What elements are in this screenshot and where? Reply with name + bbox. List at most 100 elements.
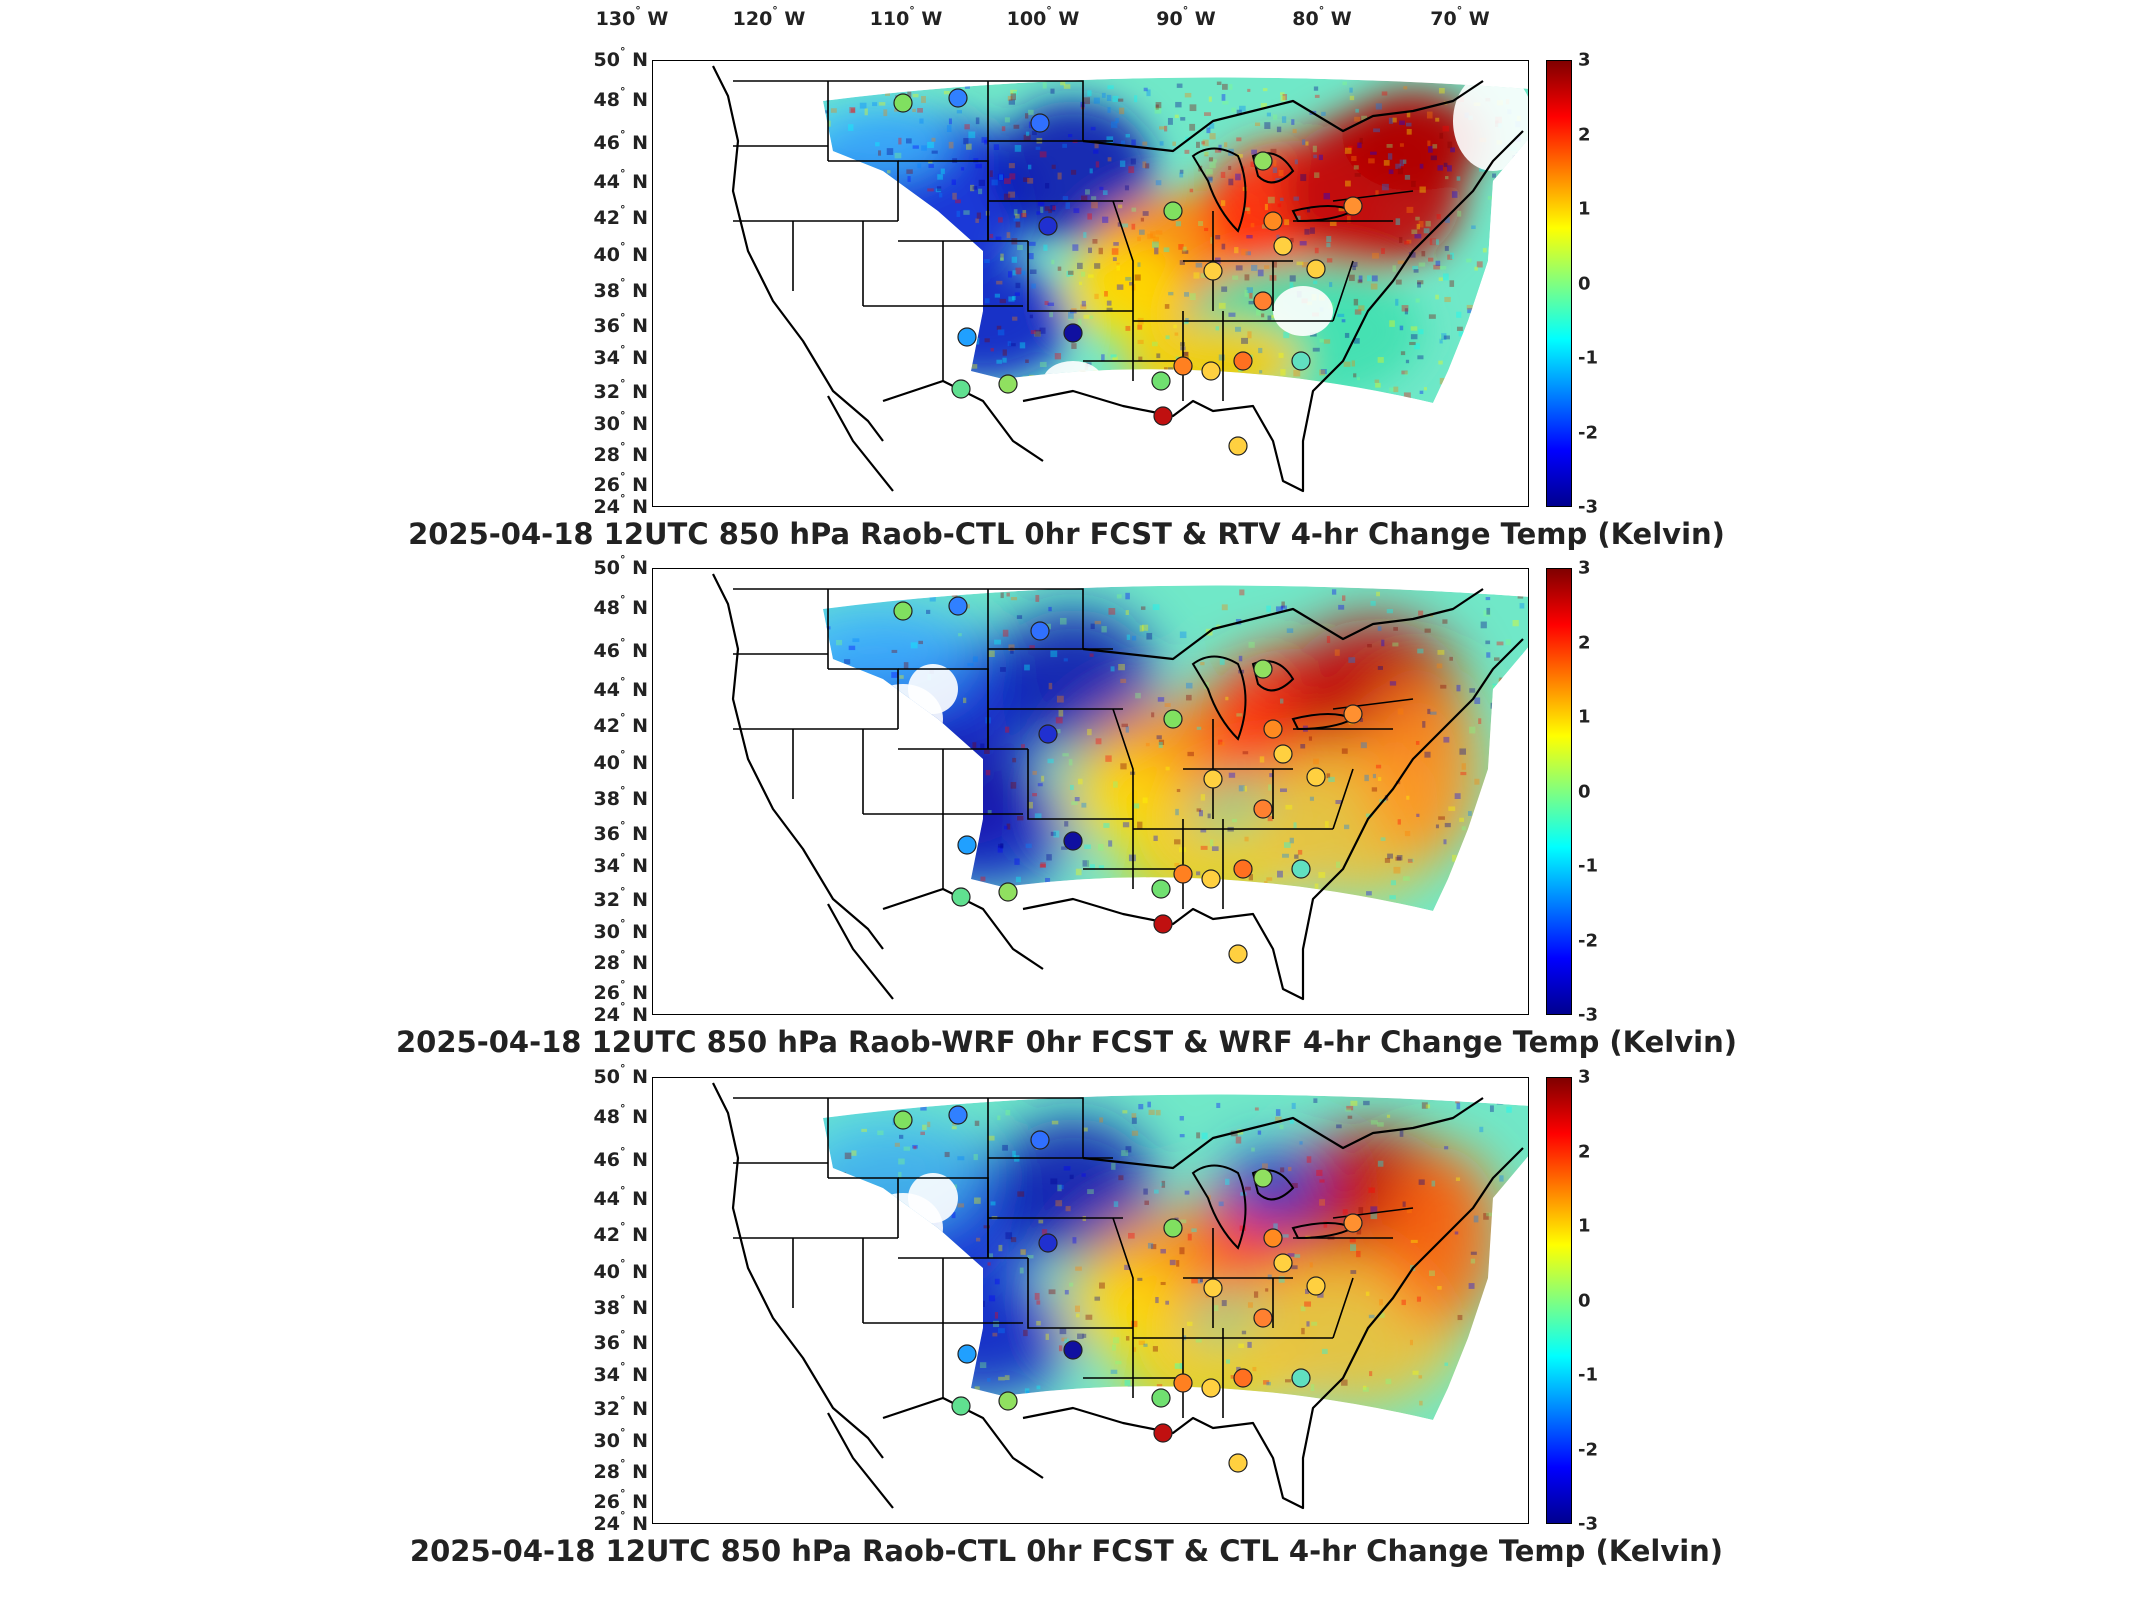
- raob-station-marker: [1203, 769, 1223, 789]
- latitude-label: 28° N: [593, 1457, 648, 1483]
- panel-title: 2025-04-18 12UTC 850 hPa Raob-CTL 0hr FC…: [409, 1534, 1724, 1568]
- raob-stations: [893, 1105, 1363, 1473]
- longitude-axis-labels: 130° W 120° W 110° W 100° W 90° W 80° W 70° W: [0, 0, 2133, 40]
- raob-station-marker: [1063, 1340, 1083, 1360]
- longitude-label: 70° W: [1430, 4, 1490, 30]
- raob-station-marker: [957, 1344, 977, 1364]
- raob-station-marker: [1151, 371, 1171, 391]
- raob-station-marker: [998, 374, 1018, 394]
- temperature-map: [652, 1077, 1529, 1524]
- latitude-label: 26° N: [593, 978, 648, 1004]
- latitude-label: 44° N: [593, 1184, 648, 1210]
- temperature-change-field: [712, 65, 1528, 493]
- raob-station-marker: [893, 1110, 913, 1130]
- raob-station-marker: [1253, 1168, 1273, 1188]
- colorbar: [1546, 60, 1572, 507]
- colorbar-tick-label: 0: [1578, 273, 1591, 294]
- raob-station-marker: [1253, 291, 1273, 311]
- latitude-label: 44° N: [593, 167, 648, 193]
- longitude-label: 80° W: [1292, 4, 1352, 30]
- raob-station-marker: [1263, 1228, 1283, 1248]
- latitude-axis-labels: 50° N 48° N 46° N 44° N 42° N 40° N 38° N 36° N…: [570, 1062, 648, 1535]
- latitude-label: 48° N: [593, 1102, 648, 1128]
- latitude-label: 30° N: [593, 1426, 648, 1452]
- raob-station-marker: [998, 882, 1018, 902]
- raob-station-marker: [893, 93, 913, 113]
- latitude-axis-labels: 50° N 48° N 46° N 44° N 42° N 40° N 38° N 36° N…: [570, 45, 648, 518]
- latitude-label: 24° N: [593, 492, 648, 518]
- latitude-label: 42° N: [593, 711, 648, 737]
- latitude-label: 44° N: [593, 675, 648, 701]
- latitude-label: 28° N: [593, 440, 648, 466]
- raob-station-marker: [1151, 879, 1171, 899]
- latitude-label: 48° N: [593, 85, 648, 111]
- latitude-label: 50° N: [593, 45, 648, 71]
- temperature-change-field: [712, 573, 1528, 1001]
- longitude-label: 90° W: [1156, 4, 1216, 30]
- latitude-label: 40° N: [593, 1257, 648, 1283]
- latitude-label: 30° N: [593, 917, 648, 943]
- colorbar-tick-label: 0: [1578, 781, 1591, 802]
- colorbar-tick-label: -3: [1578, 1513, 1598, 1535]
- latitude-label: 36° N: [593, 311, 648, 337]
- colorbar-tick-label: 2: [1578, 124, 1591, 145]
- latitude-label: 48° N: [593, 593, 648, 619]
- colorbar-ticks: 3 2 1 0 -1 -2 -3: [1578, 50, 1618, 518]
- raob-station-marker: [1201, 869, 1221, 889]
- latitude-label: 50° N: [593, 1062, 648, 1088]
- colorbar-tick-label: 1: [1578, 1215, 1591, 1237]
- raob-station-marker: [1228, 436, 1248, 456]
- latitude-label: 34° N: [593, 343, 648, 369]
- raob-station-marker: [1030, 1130, 1050, 1150]
- colorbar-tick-label: 2: [1578, 1141, 1591, 1162]
- raob-station-marker: [1253, 799, 1273, 819]
- raob-station-marker: [1038, 216, 1058, 236]
- latitude-label: 26° N: [593, 1487, 648, 1513]
- raob-station-marker: [1291, 351, 1311, 371]
- panel-title: 2025-04-18 12UTC 850 hPa Raob-CTL 0hr FC…: [408, 517, 1725, 551]
- colorbar: [1546, 1077, 1572, 1524]
- latitude-label: 24° N: [593, 1000, 648, 1026]
- raob-station-marker: [957, 327, 977, 347]
- raob-station-marker: [1153, 406, 1173, 426]
- raob-station-marker: [1203, 261, 1223, 281]
- latitude-label: 46° N: [593, 1145, 648, 1171]
- raob-station-marker: [1203, 1278, 1223, 1298]
- latitude-label: 26° N: [593, 470, 648, 496]
- raob-station-marker: [1201, 1378, 1221, 1398]
- panel-title: 2025-04-18 12UTC 850 hPa Raob-WRF 0hr FC…: [395, 1025, 1737, 1059]
- colorbar-ticks: 3 2 1 0 -1 -2 -3: [1578, 558, 1618, 1026]
- latitude-label: 42° N: [593, 203, 648, 229]
- latitude-label: 30° N: [593, 409, 648, 435]
- raob-station-marker: [1163, 1218, 1183, 1238]
- raob-station-marker: [1030, 113, 1050, 133]
- raob-station-marker: [1173, 356, 1193, 376]
- coastline: [712, 65, 1524, 493]
- colorbar-tick-label: -2: [1578, 422, 1598, 443]
- latitude-label: 36° N: [593, 819, 648, 845]
- latitude-label: 50° N: [593, 553, 648, 579]
- colorbar: [1546, 568, 1572, 1015]
- raob-station-marker: [1263, 719, 1283, 739]
- raob-station-marker: [1343, 704, 1363, 724]
- latitude-label: 32° N: [593, 1394, 648, 1420]
- colorbar-tick-label: 3: [1578, 1066, 1591, 1088]
- state-boundaries: [733, 588, 1414, 909]
- colorbar-tick-label: -3: [1578, 1004, 1598, 1026]
- latitude-label: 38° N: [593, 1293, 648, 1319]
- raob-station-marker: [1163, 201, 1183, 221]
- colorbar-tick-label: -1: [1578, 855, 1598, 877]
- colorbar-tick-label: -2: [1578, 930, 1598, 951]
- raob-station-marker: [1291, 859, 1311, 879]
- latitude-label: 42° N: [593, 1220, 648, 1246]
- latitude-label: 38° N: [593, 276, 648, 302]
- temperature-map: [652, 568, 1529, 1015]
- latitude-label: 40° N: [593, 748, 648, 774]
- coastline: [712, 1082, 1524, 1510]
- latitude-label: 46° N: [593, 636, 648, 662]
- latitude-label: 40° N: [593, 240, 648, 266]
- raob-station-marker: [1201, 361, 1221, 381]
- colorbar-tick-label: -1: [1578, 1364, 1598, 1386]
- raob-station-marker: [1306, 259, 1326, 279]
- state-boundaries: [733, 1097, 1414, 1418]
